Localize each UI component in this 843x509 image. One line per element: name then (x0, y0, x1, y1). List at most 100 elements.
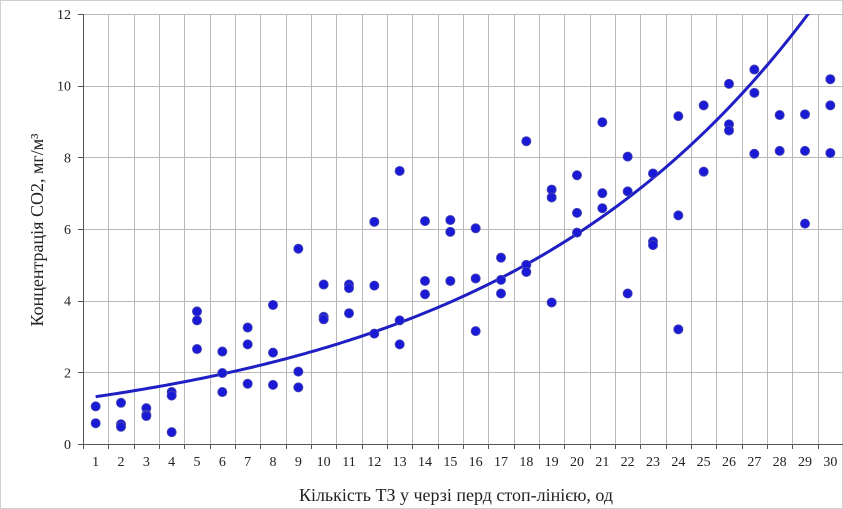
data-point (217, 346, 228, 357)
data-point (825, 74, 836, 85)
data-point (318, 279, 329, 290)
x-tick-label: 7 (244, 455, 251, 470)
x-tick-label: 9 (295, 455, 302, 470)
data-point (445, 226, 456, 237)
x-axis-title: Кількість ТЗ у черзі перд стоп-лінією, о… (299, 485, 613, 505)
x-tick-label: 15 (443, 455, 457, 470)
data-point (318, 314, 329, 325)
data-point (166, 427, 177, 438)
y-axis-title: Концентрація СО2, мг/м³ (27, 133, 47, 327)
data-point (622, 288, 633, 299)
x-tick-label: 13 (393, 455, 407, 470)
data-point (419, 275, 430, 286)
data-point (242, 378, 253, 389)
data-point (116, 397, 127, 408)
data-point (470, 223, 481, 234)
data-point (698, 166, 709, 177)
x-tick-label: 17 (494, 455, 508, 470)
x-tick-label: 30 (823, 455, 837, 470)
data-point (394, 339, 405, 350)
x-tick-label: 18 (519, 455, 533, 470)
data-point (495, 274, 506, 285)
data-point (800, 218, 811, 229)
data-point (572, 227, 583, 238)
x-tick-label: 8 (270, 455, 277, 470)
data-point (698, 100, 709, 111)
data-point (267, 299, 278, 310)
data-point (470, 326, 481, 337)
data-point (572, 170, 583, 181)
data-point (419, 216, 430, 227)
data-point (774, 110, 785, 121)
data-point (597, 117, 608, 128)
data-point (825, 148, 836, 159)
data-point (343, 308, 354, 319)
data-point (267, 379, 278, 390)
data-point (774, 145, 785, 156)
data-point (343, 283, 354, 294)
data-point (825, 100, 836, 111)
x-tick-label: 10 (317, 455, 331, 470)
x-tick-label: 27 (747, 455, 761, 470)
data-point (369, 328, 380, 339)
data-point (116, 421, 127, 432)
data-point (622, 186, 633, 197)
data-point (495, 252, 506, 263)
data-point (217, 368, 228, 379)
data-point (166, 390, 177, 401)
data-point (572, 207, 583, 218)
data-point (90, 418, 101, 429)
x-tick-label: 3 (143, 455, 150, 470)
x-tick-label: 11 (342, 455, 355, 470)
data-point (90, 401, 101, 412)
data-point (141, 411, 152, 422)
data-point (293, 243, 304, 254)
y-tick-label: 12 (57, 8, 71, 23)
x-tick-label: 24 (671, 455, 685, 470)
y-tick-label: 0 (64, 438, 71, 453)
data-point (191, 315, 202, 326)
data-point (521, 266, 532, 277)
data-point (749, 87, 760, 98)
x-tick-label: 4 (168, 455, 175, 470)
data-point (749, 148, 760, 159)
data-point (470, 273, 481, 284)
data-point (394, 315, 405, 326)
x-tick-label: 21 (595, 455, 609, 470)
data-point (293, 382, 304, 393)
x-tick-label: 28 (773, 455, 787, 470)
data-point (800, 109, 811, 120)
data-point (419, 289, 430, 300)
y-tick-label: 10 (57, 80, 71, 95)
y-tick-label: 4 (64, 295, 71, 310)
data-point (191, 306, 202, 317)
x-tick-label: 2 (118, 455, 125, 470)
data-point (648, 168, 659, 179)
data-point (191, 344, 202, 355)
x-tick-label: 22 (621, 455, 635, 470)
data-points (90, 64, 836, 438)
x-tick-label: 26 (722, 455, 736, 470)
data-point (673, 111, 684, 122)
data-point (369, 280, 380, 291)
x-tick-label: 25 (697, 455, 711, 470)
data-point (749, 64, 760, 75)
x-tick-label: 12 (367, 455, 381, 470)
data-point (622, 151, 633, 162)
y-tick-labels: 0 2 4 6 8 10 12 (57, 8, 71, 453)
x-tick-label: 23 (646, 455, 660, 470)
data-point (242, 322, 253, 333)
data-point (724, 125, 735, 136)
data-point (267, 347, 278, 358)
x-tick-label: 29 (798, 455, 812, 470)
x-tick-label: 16 (469, 455, 483, 470)
data-point (293, 366, 304, 377)
data-point (394, 165, 405, 176)
y-tick-label: 6 (64, 223, 71, 238)
data-point (445, 215, 456, 226)
data-point (597, 203, 608, 214)
data-point (521, 136, 532, 147)
x-tick-labels: 1 2 3 4 5 6 7 8 9 10 11 12 13 14 15 16 17 18 19 20 21 22 23 24 2… (92, 455, 837, 470)
